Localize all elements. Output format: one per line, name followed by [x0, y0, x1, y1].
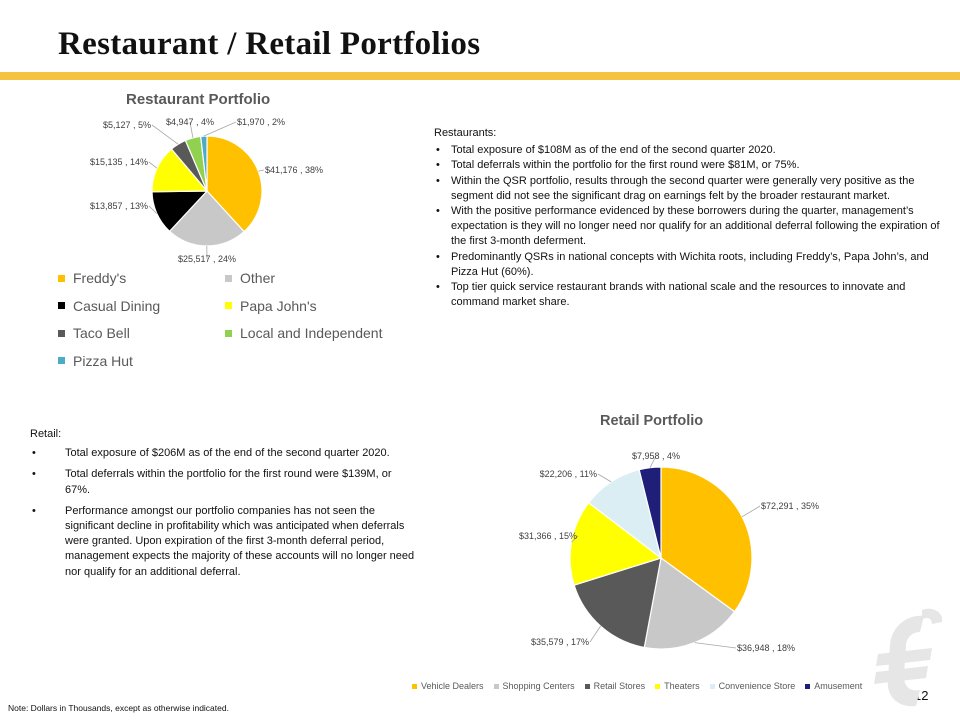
legend-label: Convenience Store — [718, 681, 796, 691]
restaurant-bullet: Within the QSR portfolio, results throug… — [434, 174, 944, 204]
legend-label: Amusement — [814, 681, 863, 691]
restaurant-bullet: Predominantly QSRs in national concepts … — [434, 250, 944, 280]
retail-legend-item-amusement: Amusement — [805, 681, 862, 691]
retail-data-label: $36,948 , 18% — [737, 643, 795, 653]
legend-swatch — [412, 683, 417, 689]
legend-swatch — [58, 357, 65, 364]
retail-slice-retail-stores — [573, 557, 662, 649]
title-divider — [0, 72, 960, 80]
restaurant-leader-line — [203, 121, 237, 137]
restaurant-legend-item-taco-bell: Taco Bell — [58, 325, 130, 341]
retail-leader-line — [589, 625, 601, 643]
legend-swatch — [709, 683, 715, 689]
restaurant-legend-item-freddy-s: Freddy's — [58, 270, 126, 286]
retail-data-label: $7,958 , 4% — [632, 451, 680, 461]
restaurant-legend-item-local-and-independent: Local and Independent — [225, 325, 382, 341]
restaurant-pie-chart: $41,176 , 38% $25,517 , 24% $13,857 , 13% $… — [90, 117, 323, 264]
retail-bullet: Total exposure of $206M as of the end of… — [30, 446, 415, 461]
legend-swatch — [493, 683, 499, 689]
legend-label: Freddy's — [73, 270, 127, 286]
restaurant-bullet: Total exposure of $108M as of the end of… — [434, 143, 944, 158]
retail-legend-item-theaters: Theaters — [655, 681, 700, 691]
restaurant-data-label: $13,857 , 13% — [90, 201, 148, 211]
retail-legend-item-vehicle-dealers: Vehicle Dealers — [412, 681, 484, 691]
restaurant-leader-line — [148, 205, 157, 214]
restaurant-leader-line — [148, 161, 158, 169]
restaurant-slice-other — [168, 190, 245, 247]
legend-swatch — [805, 683, 811, 689]
retail-leader-line — [571, 535, 579, 543]
retail-heading: Retail: — [30, 428, 62, 440]
retail-data-label: $72,291 , 35% — [761, 501, 819, 511]
retail-commentary: Retail: Total exposure of $206M as of th… — [30, 427, 415, 586]
legend-swatch — [58, 329, 65, 337]
restaurant-chart-title: Restaurant Portfolio — [126, 91, 271, 108]
restaurant-data-label: $4,947 , 4% — [166, 117, 214, 127]
legend-swatch — [58, 274, 65, 282]
legend-label: Vehicle Dealers — [421, 681, 484, 691]
legend-label: Theaters — [664, 681, 700, 691]
company-logo-icon — [874, 608, 943, 707]
legend-swatch — [655, 683, 661, 689]
retail-data-label: $22,206 , 11% — [540, 469, 597, 479]
restaurant-legend-item-casual-dining: Casual Dining — [58, 298, 160, 314]
retail-chart-title: Retail Portfolio — [600, 413, 704, 429]
restaurant-data-label: $5,127 , 5% — [103, 120, 151, 130]
restaurant-leader-line — [151, 124, 179, 145]
retail-bullet: Total deferrals within the portfolio for… — [30, 467, 415, 497]
restaurant-bullet: Total deferrals within the portfolio for… — [434, 158, 944, 173]
restaurant-slice-freddy-s — [206, 135, 263, 233]
retail-data-label: $31,366 , 15% — [519, 531, 577, 541]
retail-leader-line — [597, 473, 612, 483]
footnote: Note: Dollars in Thousands, except as ot… — [8, 703, 229, 713]
restaurant-data-label: $15,135 , 14% — [90, 157, 148, 167]
legend-swatch — [584, 683, 590, 689]
legend-swatch — [58, 302, 65, 309]
legend-swatch — [225, 274, 232, 282]
retail-legend-item-convenience-store: Convenience Store — [709, 681, 796, 691]
restaurant-heading: Restaurants: — [434, 127, 497, 139]
legend-swatch — [225, 302, 232, 309]
retail-leader-line — [649, 455, 657, 468]
legend-label: Retail Stores — [593, 681, 646, 691]
legend-label: Taco Bell — [73, 325, 130, 341]
retail-data-label: $35,579 , 17% — [531, 637, 589, 647]
legend-label: Papa John's — [240, 297, 317, 314]
restaurant-bullet: With the positive performance evidenced … — [434, 204, 944, 250]
retail-leader-line — [741, 505, 761, 518]
legend-label: Local and Independent — [240, 325, 383, 341]
page-title: Restaurant / Retail Portfolios — [58, 26, 481, 62]
restaurant-legend-item-pizza-hut: Pizza Hut — [58, 353, 133, 369]
retail-leader-line — [694, 642, 737, 649]
restaurant-commentary: Restaurants: Total exposure of $108M as … — [434, 126, 944, 310]
restaurant-leader-line — [189, 121, 194, 138]
retail-legend-item-shopping-centers: Shopping Centers — [493, 681, 575, 691]
restaurant-leader-line — [258, 169, 265, 172]
retail-pie-chart: $72,291 , 35% $36,948 , 18% $35,579 , 17% $… — [519, 451, 819, 653]
legend-swatch — [225, 329, 232, 337]
retail-bullet: Performance amongst our portfolio compan… — [30, 504, 415, 580]
legend-label: Shopping Centers — [502, 681, 575, 691]
restaurant-data-label: $1,970 , 2% — [237, 117, 285, 127]
restaurant-legend-item-other: Other — [225, 270, 275, 286]
restaurant-data-label: $25,517 , 24% — [178, 254, 236, 264]
retail-slice-shopping-centers — [643, 556, 736, 650]
restaurant-bullet: Top tier quick service restaurant brands… — [434, 280, 944, 310]
legend-label: Other — [240, 270, 276, 286]
legend-label: Pizza Hut — [73, 352, 133, 369]
restaurant-data-label: $41,176 , 38% — [265, 165, 323, 175]
retail-legend: Vehicle Dealers Shopping Centers Retail St… — [412, 681, 872, 691]
retail-legend-item-retail-stores: Retail Stores — [584, 681, 646, 691]
legend-label: Casual Dining — [73, 297, 161, 314]
restaurant-legend-item-papa-john-s: Papa John's — [225, 298, 317, 314]
